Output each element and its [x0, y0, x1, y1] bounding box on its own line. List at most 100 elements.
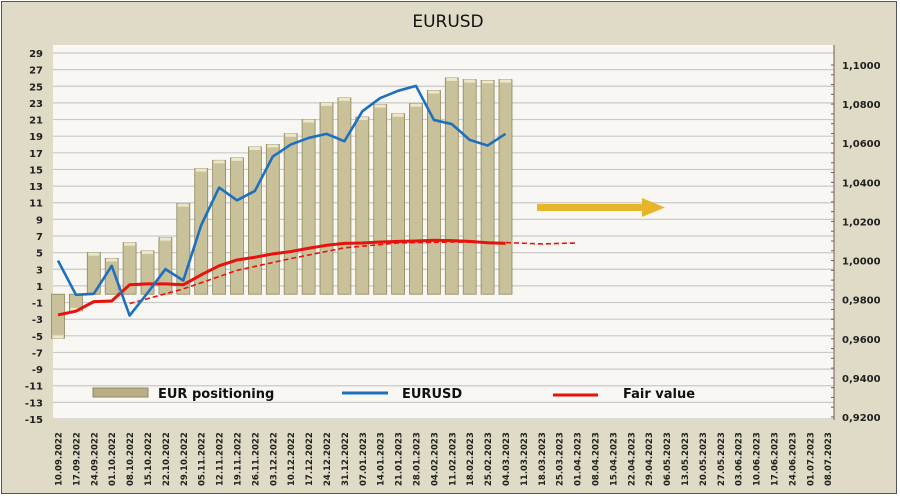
bar-bevel [249, 146, 261, 150]
x-axis-tick-label: 26.11.2022 [251, 432, 261, 486]
right-axis-tick-label: 0,9200 [842, 413, 881, 424]
bar-bevel [195, 168, 207, 172]
bar-bevel [446, 77, 458, 81]
x-axis-tick-label: 12.11.2022 [216, 432, 226, 486]
x-axis-tick-label: 11.02.2023 [448, 432, 458, 486]
x-axis-tick-label: 25.02.2023 [484, 432, 494, 486]
x-axis-tick-label: 06.05.2023 [663, 432, 673, 486]
right-axis-tick-label: 0,9600 [842, 335, 881, 346]
x-axis-tick-label: 07.01.2023 [359, 432, 369, 486]
forecast-arrow [537, 198, 665, 217]
right-axis-tick-label: 0,9400 [842, 374, 881, 385]
left-axis-tick-label: -7 [32, 348, 43, 359]
x-axis-tick-label: 10.09.2022 [55, 432, 65, 486]
left-axis-tick-label: -13 [25, 398, 43, 409]
bar-bevel [231, 157, 243, 161]
x-axis-tick-label: 24.06.2023 [788, 432, 798, 486]
chart-title: EURUSD [412, 12, 483, 32]
right-axis-tick-label: 1,0600 [842, 139, 881, 150]
bar-bevel [428, 90, 440, 94]
x-axis-tick-label: 21.01.2023 [395, 432, 405, 486]
bar-bevel [159, 237, 171, 241]
right-axis-tick-label: 1,0800 [842, 100, 881, 111]
right-axis-tick-label: 1,0000 [842, 257, 881, 268]
bar-eur-positioning [373, 104, 388, 295]
bar-bevel [70, 307, 82, 311]
left-axis-tick-label: 1 [36, 282, 43, 293]
right-axis-tick-label: 1,0400 [842, 178, 881, 189]
legend-label-fair-value: Fair value [623, 387, 695, 402]
x-axis-tick-label: 22.04.2023 [627, 432, 637, 486]
x-axis-tick-label: 29.10.2022 [180, 432, 190, 486]
x-axis-tick-label: 20.05.2023 [699, 432, 709, 486]
line-fair-value [57, 238, 506, 317]
x-axis-tick-label: 17.06.2023 [771, 432, 781, 486]
x-axis-tick-label: 24.12.2022 [323, 432, 333, 486]
bar-eur-positioning [444, 77, 459, 295]
x-axis-tick-label: 17.09.2022 [72, 432, 82, 486]
x-axis-tick-label: 14.01.2023 [377, 432, 387, 486]
x-axis-tick-label: 04.02.2023 [430, 432, 440, 486]
x-axis-tick-label: 08.04.2023 [592, 432, 602, 486]
right-axis-tick-label: 1,0200 [842, 217, 881, 228]
bar-bevel [285, 133, 297, 137]
bar-bevel [267, 144, 279, 148]
x-axis-tick-label: 29.04.2023 [645, 432, 655, 486]
left-axis-tick-label: -1 [32, 299, 43, 310]
x-axis-tick-label: 05.11.2022 [198, 432, 208, 486]
bar-eur-positioning [391, 113, 406, 295]
line-eurusd [56, 84, 507, 317]
bar-eur-positioning [158, 237, 173, 295]
bar-bevel [177, 203, 189, 207]
bar-bevel [52, 335, 64, 339]
x-axis-tick-label: 24.09.2022 [90, 432, 100, 486]
x-axis-tick-label: 25.03.2023 [556, 432, 566, 486]
bar-bevel [500, 79, 511, 83]
x-axis-tick-label: 15.04.2023 [609, 432, 619, 486]
left-axis-tick-label: 3 [36, 265, 43, 276]
bar-bevel [356, 117, 368, 121]
x-axis-tick-label: 03.12.2022 [269, 432, 279, 486]
left-axis-tick-label: -9 [32, 365, 43, 376]
bar-eur-positioning [480, 80, 495, 295]
x-axis-tick-label: 18.02.2023 [466, 432, 476, 486]
bar-bevel [88, 252, 100, 256]
legend-swatch-positioning [92, 387, 149, 398]
x-axis-tick-label: 01.07.2023 [806, 432, 816, 486]
x-axis-tick-label: 04.03.2023 [502, 432, 512, 486]
bar-eur-positioning [319, 102, 334, 295]
bar-eur-positioning [247, 146, 262, 295]
legend: EUR positioning EURUSD Fair value [92, 387, 695, 402]
left-axis-tick-label: 29 [29, 49, 43, 60]
bar-bevel [464, 79, 476, 83]
left-axis-tick-label: -5 [32, 332, 43, 343]
x-axis-tick-label: 15.10.2022 [144, 432, 154, 486]
x-axis-tick-label: 08.10.2022 [126, 432, 136, 486]
bar-bevel [321, 102, 332, 106]
bar-eur-positioning [283, 133, 298, 295]
x-axis-tick-label: 10.12.2022 [287, 432, 297, 486]
x-axis-tick-label: 28.01.2023 [413, 432, 423, 486]
x-axis-tick-label: 22.10.2022 [162, 432, 172, 486]
left-axis-tick-label: 17 [29, 149, 43, 160]
left-axis-tick-label: -3 [32, 315, 43, 326]
bar-bevel [106, 258, 118, 262]
arrow-shaft [537, 204, 643, 211]
left-axis-tick-label: 7 [36, 232, 43, 243]
bar-eur-positioning [462, 79, 477, 295]
bar-bevel [213, 160, 225, 164]
x-axis-tick-label: 13.05.2023 [681, 432, 691, 486]
plot-area [53, 45, 834, 420]
left-axis-tick-label: 9 [36, 215, 43, 226]
left-axis-tick-label: 25 [29, 82, 43, 93]
left-axis-tick-label: 27 [29, 66, 43, 77]
bar-eur-positioning [498, 79, 513, 295]
bar-bevel [142, 250, 153, 254]
legend-label-positioning: EUR positioning [158, 387, 274, 402]
bar-bevel [338, 97, 350, 101]
left-axis-tick-label: 13 [29, 182, 43, 193]
left-axis-tick-label: 23 [29, 99, 43, 110]
x-axis-tick-label: 08.07.2023 [824, 432, 834, 486]
left-axis-tick-label: 15 [29, 165, 43, 176]
